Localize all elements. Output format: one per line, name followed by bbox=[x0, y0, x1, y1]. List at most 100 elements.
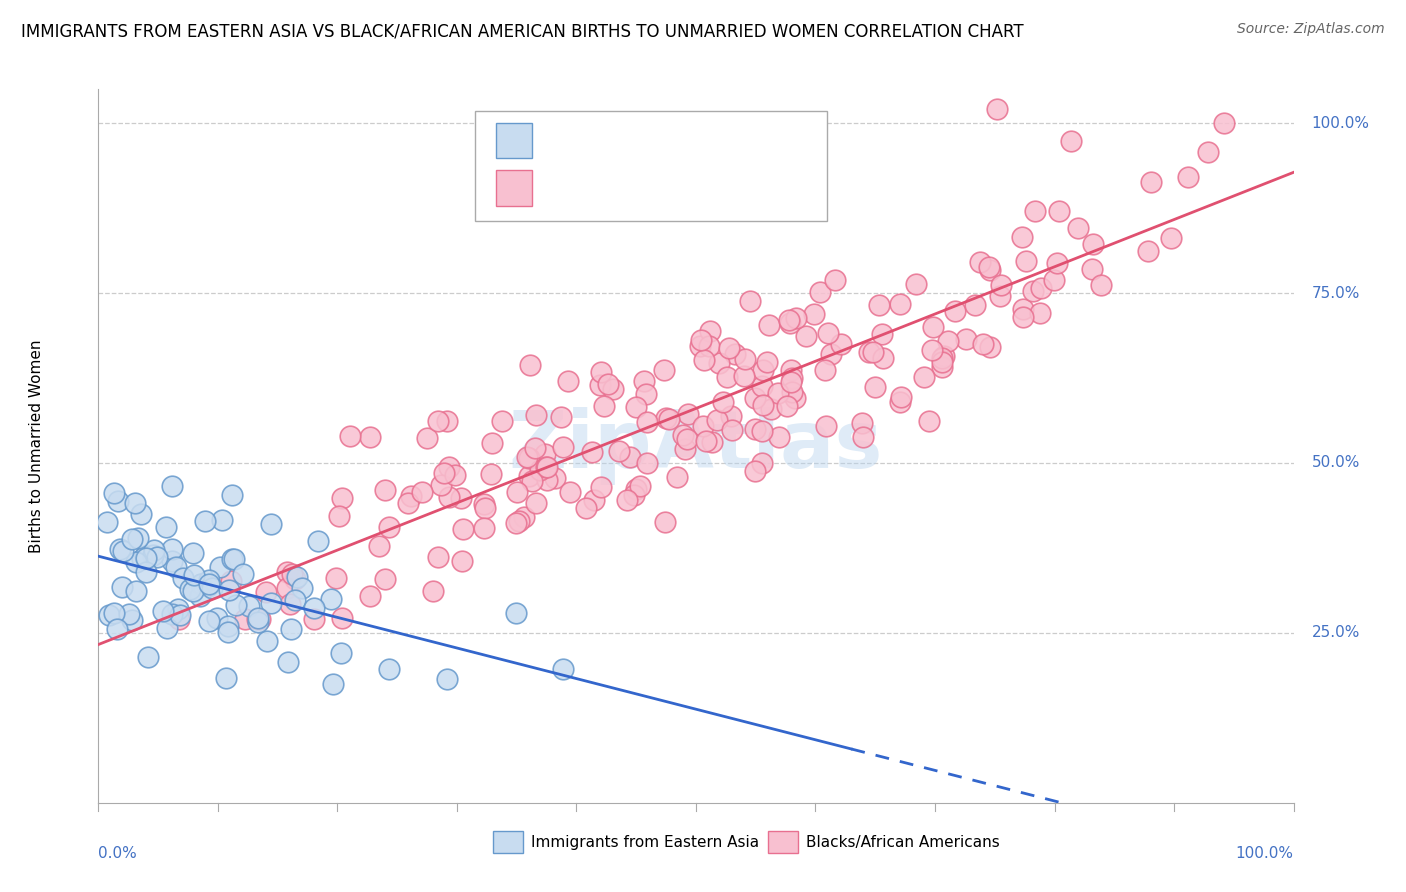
Point bbox=[422, 584, 444, 599]
Point bbox=[922, 320, 945, 334]
Point bbox=[1081, 236, 1104, 251]
Point bbox=[720, 409, 742, 424]
Point bbox=[208, 560, 231, 574]
Point bbox=[198, 614, 221, 628]
Point bbox=[411, 484, 433, 499]
Text: R = -0.416: R = -0.416 bbox=[550, 132, 655, 150]
Point bbox=[121, 613, 143, 627]
Point bbox=[378, 662, 401, 676]
Point bbox=[592, 399, 614, 413]
Point bbox=[780, 375, 803, 389]
Point bbox=[472, 497, 495, 511]
Text: 100.0%: 100.0% bbox=[1236, 846, 1294, 861]
Point bbox=[626, 482, 648, 496]
Point bbox=[453, 522, 475, 536]
Text: 50.0%: 50.0% bbox=[1312, 456, 1360, 470]
Point bbox=[225, 598, 247, 612]
Point bbox=[155, 621, 177, 635]
Point bbox=[205, 611, 228, 625]
Point bbox=[744, 464, 766, 478]
Text: N =   81: N = 81 bbox=[711, 132, 792, 150]
Point bbox=[124, 496, 146, 510]
Point bbox=[437, 459, 460, 474]
Point bbox=[1067, 220, 1090, 235]
Point bbox=[1060, 134, 1083, 148]
Point bbox=[107, 494, 129, 508]
Point bbox=[443, 467, 465, 482]
Text: 100.0%: 100.0% bbox=[1312, 116, 1369, 131]
Point bbox=[396, 495, 419, 509]
Point bbox=[624, 400, 647, 414]
Point bbox=[752, 363, 775, 377]
Point bbox=[810, 285, 832, 299]
Point bbox=[167, 612, 190, 626]
Point bbox=[280, 598, 302, 612]
Text: 25.0%: 25.0% bbox=[1312, 625, 1360, 640]
Point bbox=[125, 556, 148, 570]
Point bbox=[247, 615, 270, 630]
Point bbox=[890, 390, 912, 404]
Point bbox=[655, 411, 678, 425]
Point bbox=[1014, 253, 1036, 268]
Point bbox=[505, 606, 527, 620]
Point bbox=[830, 337, 852, 351]
Point bbox=[110, 580, 132, 594]
Point bbox=[589, 378, 612, 392]
Point bbox=[751, 456, 773, 470]
Point bbox=[304, 612, 326, 626]
Point bbox=[135, 565, 157, 579]
Point bbox=[221, 551, 243, 566]
Point bbox=[491, 414, 513, 428]
Bar bbox=[768, 831, 797, 853]
Point bbox=[249, 612, 271, 626]
Point bbox=[472, 521, 495, 535]
Point bbox=[97, 607, 120, 622]
Point bbox=[817, 326, 839, 341]
Point bbox=[536, 460, 558, 475]
Point bbox=[517, 451, 540, 466]
Point bbox=[374, 483, 396, 497]
Point bbox=[430, 478, 453, 492]
Point bbox=[519, 358, 541, 372]
Text: Source: ZipAtlas.com: Source: ZipAtlas.com bbox=[1237, 22, 1385, 37]
Point bbox=[142, 543, 165, 558]
Point bbox=[134, 549, 156, 563]
Point bbox=[399, 489, 422, 503]
Point bbox=[986, 102, 1008, 116]
Point bbox=[721, 423, 744, 437]
Point bbox=[152, 604, 174, 618]
Point bbox=[990, 277, 1012, 292]
Point bbox=[481, 436, 503, 450]
Point bbox=[436, 673, 458, 687]
Point bbox=[889, 395, 911, 409]
Point bbox=[479, 467, 502, 482]
Point bbox=[103, 606, 125, 620]
Point bbox=[280, 622, 302, 636]
Point bbox=[283, 572, 305, 586]
Text: Blacks/African Americans: Blacks/African Americans bbox=[806, 835, 1000, 849]
Point bbox=[181, 546, 204, 560]
Point bbox=[232, 567, 254, 582]
Point bbox=[517, 469, 540, 483]
Point bbox=[224, 552, 246, 566]
Point bbox=[692, 418, 714, 433]
Point bbox=[505, 516, 527, 530]
Point bbox=[707, 356, 730, 370]
Point bbox=[256, 633, 278, 648]
Point bbox=[628, 478, 651, 492]
Point bbox=[699, 324, 721, 338]
Point bbox=[931, 354, 953, 368]
Point bbox=[325, 571, 347, 585]
Point bbox=[416, 432, 439, 446]
Point bbox=[426, 414, 449, 428]
Point bbox=[658, 411, 681, 425]
Point bbox=[219, 574, 242, 588]
Point bbox=[932, 349, 955, 363]
Point bbox=[436, 414, 458, 428]
Point bbox=[1029, 306, 1052, 320]
Point bbox=[868, 297, 890, 311]
Point bbox=[1160, 231, 1182, 245]
Point bbox=[943, 304, 966, 318]
Point bbox=[672, 427, 695, 442]
Point bbox=[285, 570, 308, 584]
